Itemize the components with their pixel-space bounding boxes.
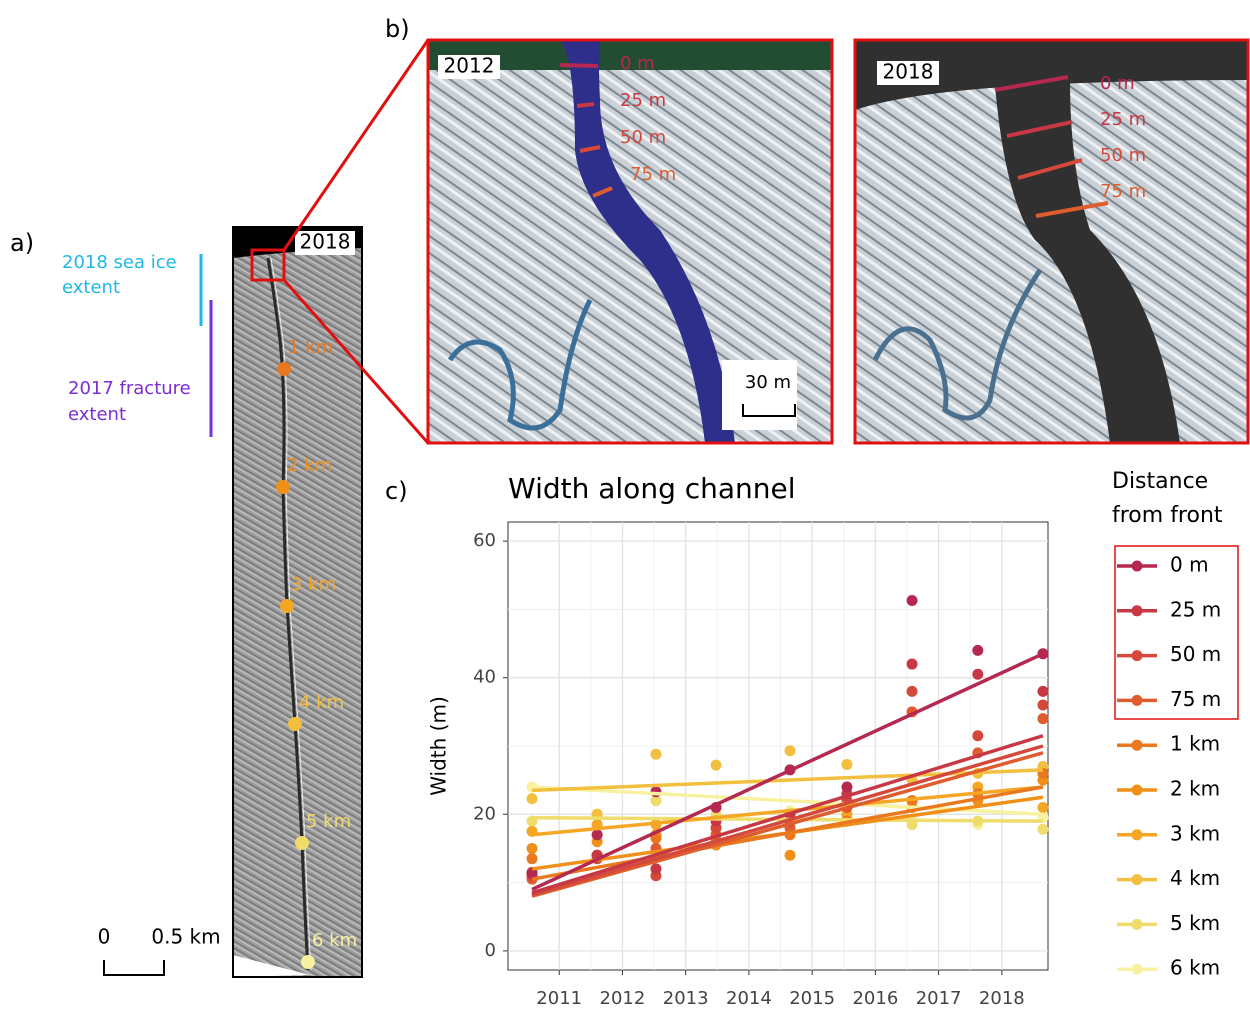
data-point — [1037, 824, 1048, 835]
distance-marker — [277, 362, 291, 376]
data-point — [907, 686, 918, 697]
x-tick-label: 2015 — [789, 988, 835, 1009]
distance-label: 2 km — [287, 455, 332, 476]
profile-label: 50 m — [1100, 145, 1146, 166]
legend-label: 5 km — [1170, 911, 1220, 935]
x-tick-label: 2011 — [536, 988, 582, 1009]
image-2018 — [855, 40, 1248, 443]
legend-marker — [1132, 650, 1143, 661]
profile-label: 25 m — [620, 90, 666, 111]
legend-label: 75 m — [1170, 687, 1221, 711]
legend-label: 6 km — [1170, 956, 1220, 980]
legend-marker — [1132, 919, 1143, 930]
data-point — [1037, 700, 1048, 711]
data-point — [785, 745, 796, 756]
data-point — [972, 730, 983, 741]
data-point — [1037, 713, 1048, 724]
zoom-line — [284, 40, 428, 250]
scale-bar — [104, 960, 164, 975]
sea-ice-label: extent — [62, 277, 120, 298]
panel-label: c) — [385, 477, 408, 505]
profile-label: 0 m — [1100, 73, 1135, 94]
data-point — [527, 843, 538, 854]
panel-label: a) — [10, 229, 34, 257]
legend-label: 25 m — [1170, 597, 1221, 621]
scale-box — [722, 360, 797, 430]
profile-label: 0 m — [620, 53, 655, 74]
profile-line — [577, 104, 594, 106]
legend-marker — [1132, 829, 1143, 840]
y-tick-label: 20 — [473, 803, 496, 824]
legend-label: 2 km — [1170, 777, 1220, 801]
legend-label: 50 m — [1170, 642, 1221, 666]
panel-label: b) — [385, 15, 410, 43]
data-point — [650, 749, 661, 760]
distance-marker — [288, 717, 302, 731]
legend-marker — [1132, 605, 1143, 616]
profile-label: 75 m — [1100, 181, 1146, 202]
data-point — [972, 645, 983, 656]
data-point — [972, 669, 983, 680]
y-tick-label: 0 — [485, 940, 496, 961]
sea-ice-label: 2018 sea ice — [62, 252, 177, 273]
fracture-label: extent — [68, 404, 126, 425]
profile-line — [560, 65, 598, 66]
legend-marker — [1132, 740, 1143, 751]
legend-marker — [1132, 874, 1143, 885]
x-tick-label: 2013 — [663, 988, 709, 1009]
legend-marker — [1132, 785, 1143, 796]
x-tick-label: 2012 — [600, 988, 646, 1009]
distance-label: 4 km — [299, 692, 344, 713]
legend-marker — [1132, 561, 1143, 572]
distance-marker — [276, 480, 290, 494]
distance-marker — [280, 599, 294, 613]
legend-marker — [1132, 964, 1143, 975]
data-point — [1037, 686, 1048, 697]
chart-title: Width along channel — [508, 472, 796, 505]
scale-label: 0.5 km — [151, 925, 220, 949]
scale-label: 0 — [98, 925, 111, 949]
data-point — [711, 760, 722, 771]
data-point — [1037, 802, 1048, 813]
x-tick-label: 2016 — [852, 988, 898, 1009]
data-point — [907, 595, 918, 606]
year-label: 2012 — [444, 54, 495, 78]
data-point — [785, 850, 796, 861]
distance-label: 3 km — [291, 574, 336, 595]
legend-label: 1 km — [1170, 732, 1220, 756]
distance-marker — [301, 955, 315, 969]
fracture-label: 2017 fracture — [68, 378, 191, 399]
data-point — [841, 759, 852, 770]
legend-label: 3 km — [1170, 821, 1220, 845]
data-point — [841, 781, 852, 792]
data-point — [527, 853, 538, 864]
data-point — [907, 659, 918, 670]
y-tick-label: 60 — [473, 530, 496, 551]
profile-label: 50 m — [620, 127, 666, 148]
profile-label: 25 m — [1100, 109, 1146, 130]
legend-label: 4 km — [1170, 866, 1220, 890]
x-tick-label: 2017 — [916, 988, 962, 1009]
x-tick-label: 2014 — [726, 988, 772, 1009]
scale-label: 30 m — [745, 372, 791, 393]
data-point — [527, 793, 538, 804]
distance-label: 6 km — [312, 930, 357, 951]
legend-title: from front — [1112, 503, 1223, 528]
legend-marker — [1132, 695, 1143, 706]
data-point — [592, 829, 603, 840]
y-tick-label: 40 — [473, 667, 496, 688]
year-label: 2018 — [300, 230, 351, 254]
year-label: 2018 — [883, 60, 934, 84]
profile-label: 75 m — [630, 164, 676, 185]
y-axis-label: Width (m) — [427, 696, 451, 796]
distance-marker — [295, 836, 309, 850]
distance-label: 5 km — [306, 811, 351, 832]
legend-title: Distance — [1112, 469, 1208, 494]
figure: a) 2018 2018 sea ice extent 2017 fractur… — [0, 0, 1250, 1009]
data-point — [650, 863, 661, 874]
legend-label: 0 m — [1170, 553, 1209, 577]
x-tick-label: 2018 — [979, 988, 1025, 1009]
distance-label: 1 km — [288, 337, 333, 358]
